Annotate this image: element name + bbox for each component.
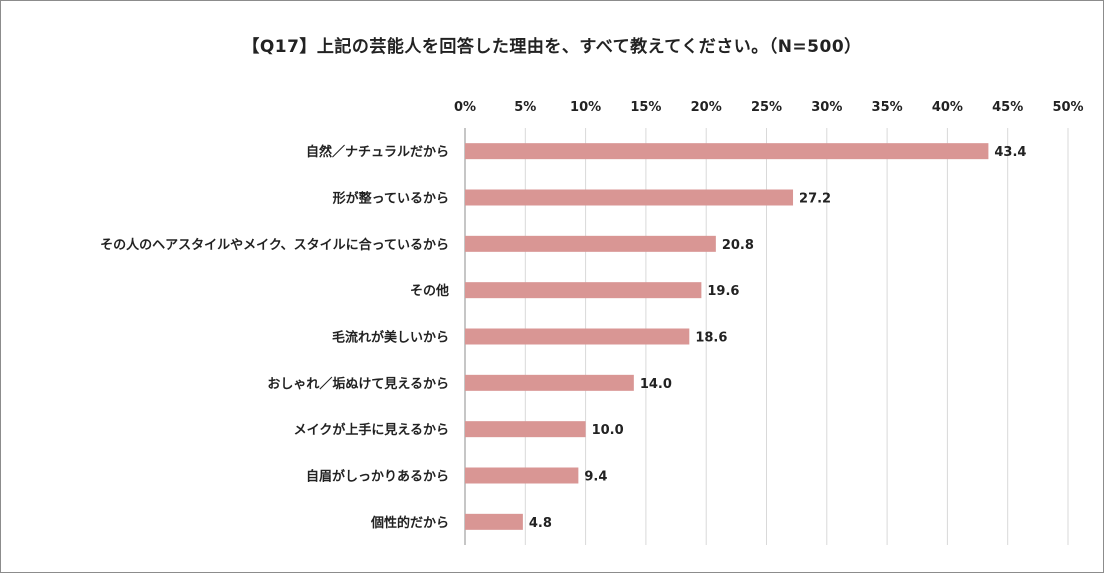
x-tick-label: 35% (872, 100, 903, 115)
category-label: 形が整っているから (333, 191, 449, 207)
x-tick-label: 40% (932, 100, 963, 115)
x-tick-label: 45% (992, 100, 1023, 115)
value-label: 43.4 (994, 145, 1026, 160)
value-label: 10.0 (592, 423, 624, 438)
bar (465, 513, 523, 530)
x-tick-label: 5% (514, 100, 536, 115)
x-tick-label: 30% (811, 100, 842, 115)
bar (465, 421, 586, 438)
value-label: 20.8 (722, 238, 754, 253)
category-label: その人のヘアスタイルやメイク、スタイルに合っているから (100, 237, 449, 253)
category-label: 個性的だから (370, 515, 449, 531)
category-label: 自然／ナチュラルだから (306, 144, 449, 160)
category-label: おしゃれ／垢ぬけて見えるから (267, 376, 449, 392)
value-label: 4.8 (529, 516, 552, 531)
x-tick-label: 10% (570, 100, 601, 115)
value-label: 19.6 (707, 284, 739, 299)
chart-title: 【Q17】上記の芸能人を回答した理由を、すべて教えてください。（N=500） (242, 37, 862, 57)
bars (465, 143, 989, 530)
bar (465, 328, 690, 345)
category-label: メイクが上手に見えるから (294, 422, 449, 438)
bar (465, 143, 989, 160)
x-tick-label: 0% (454, 100, 476, 115)
value-label: 14.0 (640, 377, 672, 392)
category-label: 自眉がしっかりあるから (306, 469, 449, 485)
bar (465, 189, 794, 206)
bar (465, 235, 716, 252)
x-tick-label: 15% (630, 100, 661, 115)
category-label: 毛流れが美しいから (332, 330, 449, 346)
bar (465, 282, 702, 299)
value-label: 9.4 (584, 470, 607, 485)
bar (465, 374, 634, 391)
x-tick-label: 20% (691, 100, 722, 115)
category-labels: 自然／ナチュラルだから形が整っているからその人のヘアスタイルやメイク、スタイルに… (100, 144, 449, 531)
bar (465, 467, 579, 484)
x-tick-label: 50% (1052, 100, 1083, 115)
value-labels: 43.4 27.2 20.8 19.6 18.6 14.0 10.0 9.4 4.8 (529, 145, 1027, 531)
x-tick-label: 25% (751, 100, 782, 115)
category-label: その他 (410, 283, 449, 299)
value-label: 18.6 (695, 331, 727, 346)
value-label: 27.2 (799, 192, 831, 207)
x-axis-ticks: 0% 5% 10% 15% 20% 25% 30% 35% 40% 45% 50% (454, 100, 1084, 115)
